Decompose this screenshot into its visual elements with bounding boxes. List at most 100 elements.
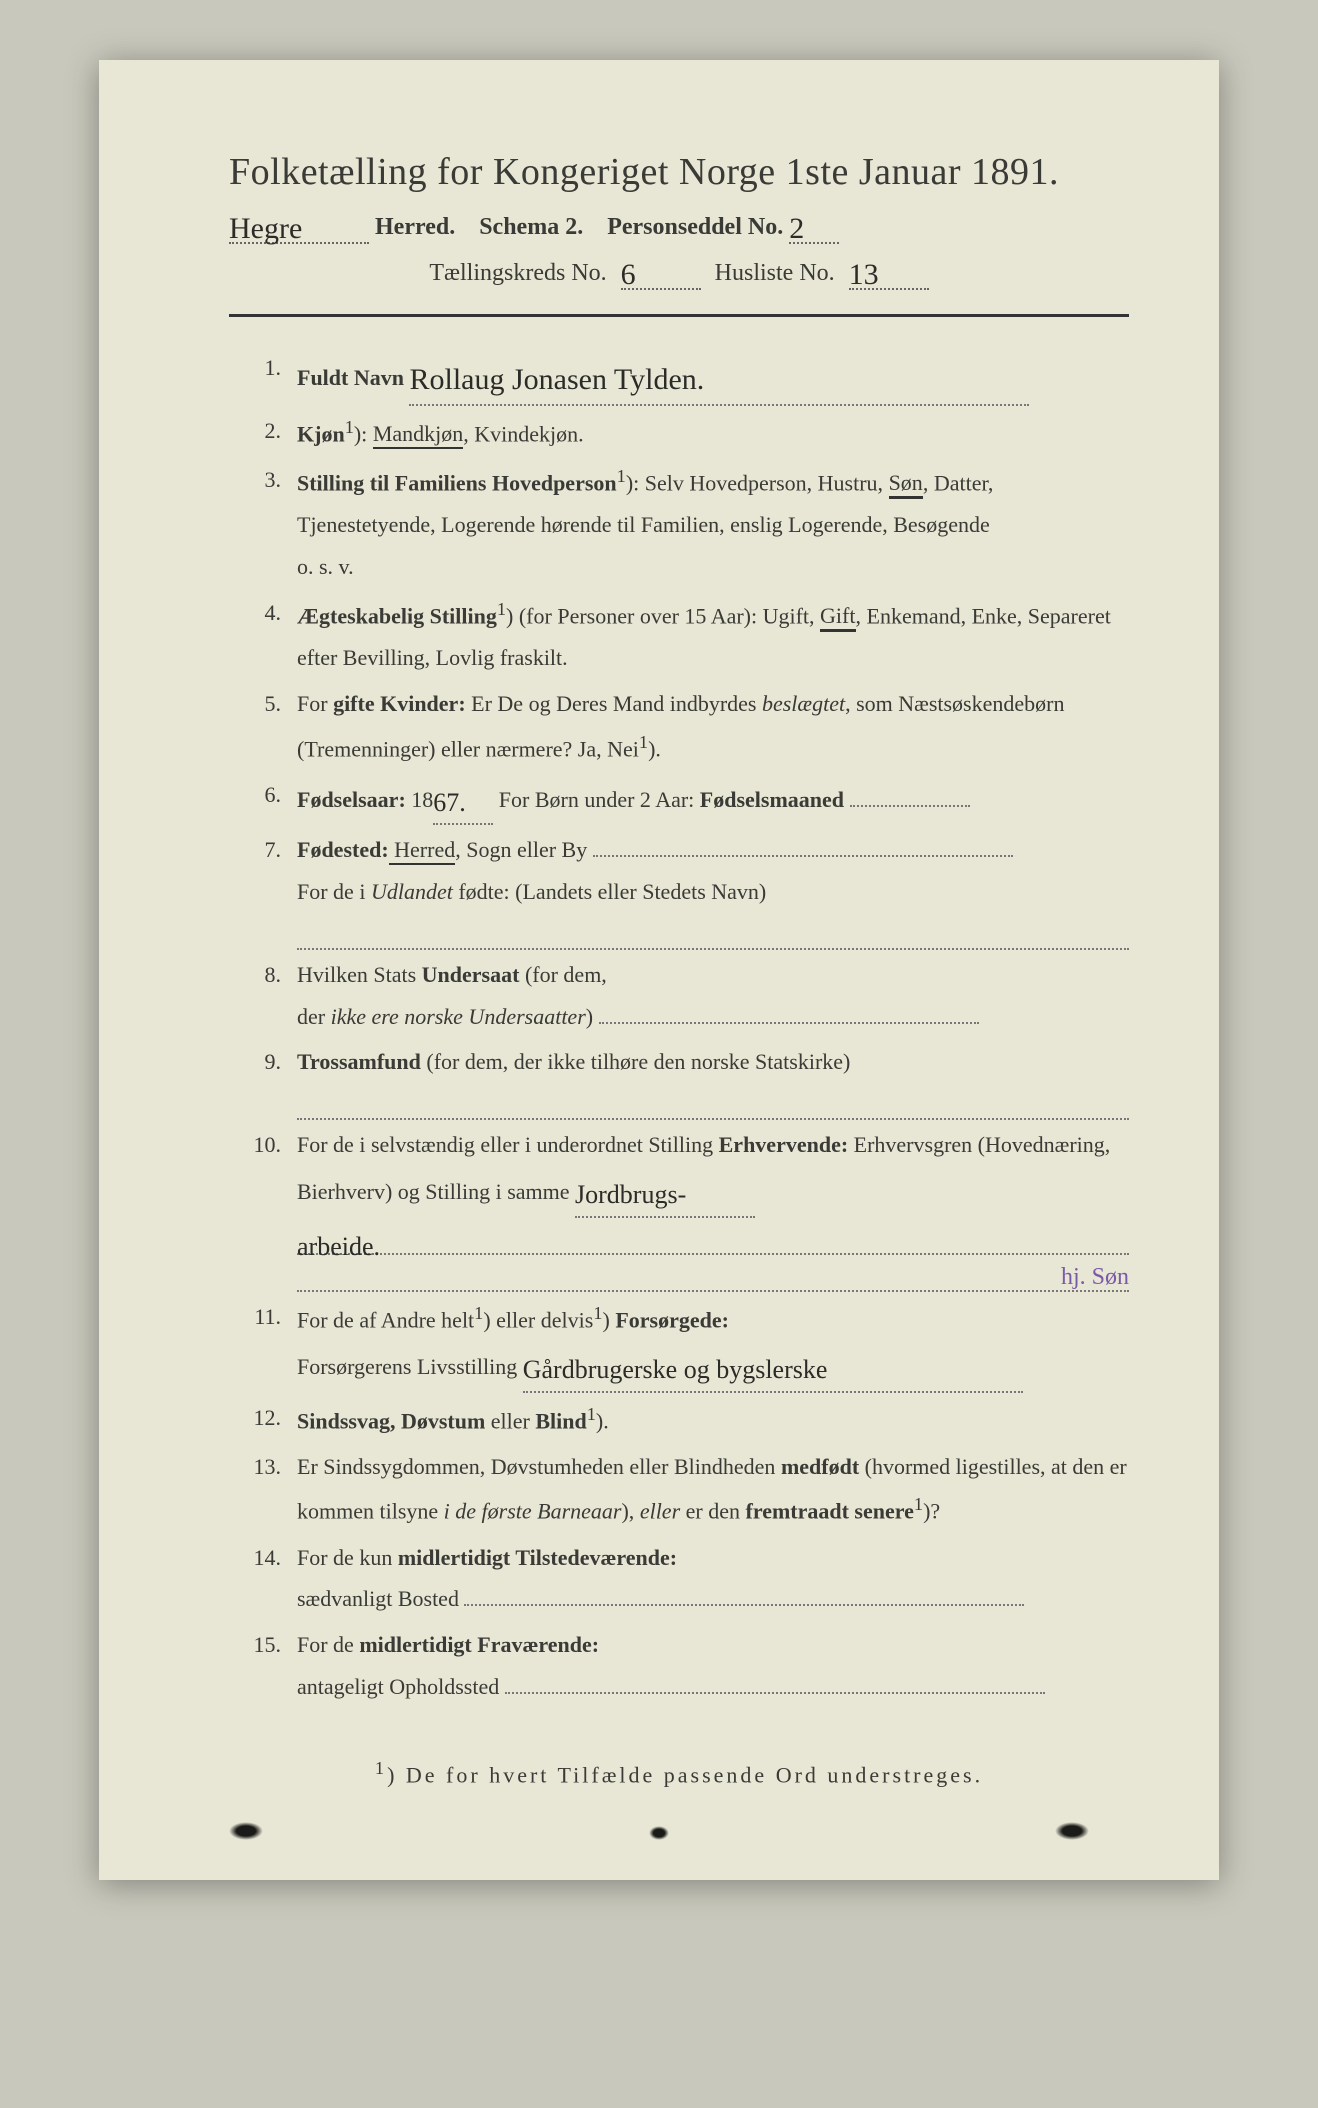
l5c: Er De og Deres Mand indbyrdes — [466, 691, 762, 716]
l13i: )? — [923, 1499, 940, 1524]
present-blank — [464, 1604, 1024, 1606]
l6c: For Børn under 2 Aar: — [493, 787, 700, 812]
l15c: antageligt Opholdssted — [297, 1674, 499, 1699]
label-relation: Stilling til Familiens Hovedperson — [297, 470, 617, 495]
ink-blot-icon — [649, 1826, 669, 1840]
footnote-text: ) De for hvert Tilfælde passende Ord und… — [387, 1762, 983, 1787]
l8a: Hvilken Stats — [297, 962, 422, 987]
item-10: 10. For de i selvstændig eller i underor… — [229, 1124, 1129, 1292]
item-1: 1. Fuldt Navn Rollaug Jonasen Tylden. — [229, 347, 1129, 406]
religion-blank — [297, 1083, 1129, 1120]
schema-label: Schema 2. — [479, 214, 583, 241]
sup-4: 1 — [497, 599, 506, 619]
sep-2: ): — [354, 421, 373, 446]
l7c: For de i — [297, 879, 371, 904]
num-12: 12. — [229, 1397, 297, 1442]
herred-value: Hegre — [229, 212, 302, 245]
l13e: ), — [621, 1499, 639, 1524]
item-4: 4. Ægteskabelig Stilling1) (for Personer… — [229, 592, 1129, 679]
num-3: 3. — [229, 459, 297, 588]
l10a: For de i selvstændig eller i underordnet… — [297, 1132, 719, 1157]
item-8: 8. Hvilken Stats Undersaat (for dem, der… — [229, 954, 1129, 1038]
l8d: der — [297, 1004, 331, 1029]
l5b: gifte Kvinder: — [333, 691, 466, 716]
l6a: Fødselsaar: — [297, 787, 406, 812]
l11e: Forsørgerens Livsstilling — [297, 1354, 517, 1379]
l11b: ) eller delvis — [483, 1307, 593, 1332]
l13g: er den — [680, 1499, 745, 1524]
stamp-hj-son: hj. Søn — [1061, 1264, 1129, 1290]
item-9: 9. Trossamfund (for dem, der ikke tilhør… — [229, 1041, 1129, 1120]
birthplace-herred: Herred — [389, 837, 456, 865]
page-title: Folketælling for Kongeriget Norge 1ste J… — [229, 150, 1129, 194]
num-14: 14. — [229, 1537, 297, 1621]
l13f: eller — [640, 1499, 680, 1524]
num-5: 5. — [229, 683, 297, 770]
l14a: For de kun — [297, 1545, 398, 1570]
sup-5: 1 — [639, 732, 648, 752]
l9a: Trossamfund — [297, 1049, 421, 1074]
l14c: sædvanligt Bosted — [297, 1586, 459, 1611]
birth-month-blank — [850, 805, 970, 807]
marital-gift: Gift — [820, 603, 855, 632]
l7e: fødte: (Landets eller Stedets Navn) — [453, 879, 766, 904]
l7d: Udlandet — [371, 879, 453, 904]
l7b: , Sogn eller By — [455, 837, 587, 862]
sup-2: 1 — [345, 417, 354, 437]
item-13: 13. Er Sindssygdommen, Døvstumheden elle… — [229, 1446, 1129, 1533]
l12a: Sindssvag, Døvstum — [297, 1408, 485, 1433]
sex-male: Mandkjøn — [373, 421, 463, 449]
kreds-no: 6 — [621, 258, 636, 291]
item-5: 5. For gifte Kvinder: Er De og Deres Man… — [229, 683, 1129, 770]
l5f: ). — [648, 736, 661, 761]
divider — [229, 314, 1129, 317]
sup-12: 1 — [587, 1404, 596, 1424]
item-7: 7. Fødested: Herred, Sogn eller By For d… — [229, 829, 1129, 950]
l7a: Fødested: — [297, 837, 389, 862]
l11d: Forsørgede: — [615, 1307, 729, 1332]
sup-11a: 1 — [474, 1303, 483, 1323]
l9b: (for dem, der ikke tilhøre den norske St… — [421, 1049, 850, 1074]
rel-options-a: ): Selv Hovedperson, Hustru, — [626, 470, 889, 495]
l8e: ikke ere norske Undersaatter — [331, 1004, 586, 1029]
num-9: 9. — [229, 1041, 297, 1120]
l13d: i de første Barneaar — [444, 1499, 622, 1524]
label-name: Fuldt Navn — [297, 365, 404, 390]
num-13: 13. — [229, 1446, 297, 1533]
occupation-2: arbeide. — [297, 1232, 380, 1261]
num-8: 8. — [229, 954, 297, 1038]
rel-son: Søn — [889, 470, 923, 499]
label-sex: Kjøn — [297, 421, 345, 446]
l10b: Erhvervende: — [719, 1132, 849, 1157]
l6b: 18 — [406, 787, 434, 812]
rel-etc: o. s. v. — [297, 546, 1129, 588]
l15b: midlertidigt Fraværende: — [359, 1632, 599, 1657]
footnote: 1) De for hvert Tilfælde passende Ord un… — [229, 1758, 1129, 1788]
num-11: 11. — [229, 1296, 297, 1393]
ink-blot-icon — [1055, 1822, 1089, 1840]
birth-year: 67. — [433, 788, 466, 817]
item-11: 11. For de af Andre helt1) eller delvis1… — [229, 1296, 1129, 1393]
num-4: 4. — [229, 592, 297, 679]
l13a: Er Sindssygdommen, Døvstumheden eller Bl… — [297, 1454, 781, 1479]
husliste-no: 13 — [849, 258, 879, 291]
l11c: ) — [602, 1307, 615, 1332]
kreds-label: Tællingskreds No. — [429, 260, 606, 287]
l11a: For de af Andre helt — [297, 1307, 474, 1332]
l12c: Blind — [535, 1408, 586, 1433]
l12d: ). — [596, 1408, 609, 1433]
footnote-sup: 1 — [375, 1758, 387, 1778]
occupation-1: Jordbrugs- — [575, 1180, 686, 1209]
marital-a: ) (for Personer over 15 Aar): Ugift, — [506, 603, 820, 628]
l14b: midlertidigt Tilstedeværende: — [398, 1545, 677, 1570]
sup-13: 1 — [914, 1494, 923, 1514]
husliste-label: Husliste No. — [715, 260, 835, 287]
num-6: 6. — [229, 774, 297, 825]
personseddel-label: Personseddel No. — [607, 214, 783, 241]
abroad-blank — [297, 913, 1129, 950]
citizen-blank — [599, 1022, 979, 1024]
num-10: 10. — [229, 1124, 297, 1292]
l5d: beslægtet — [762, 691, 845, 716]
num-2: 2. — [229, 410, 297, 455]
l5a: For — [297, 691, 333, 716]
